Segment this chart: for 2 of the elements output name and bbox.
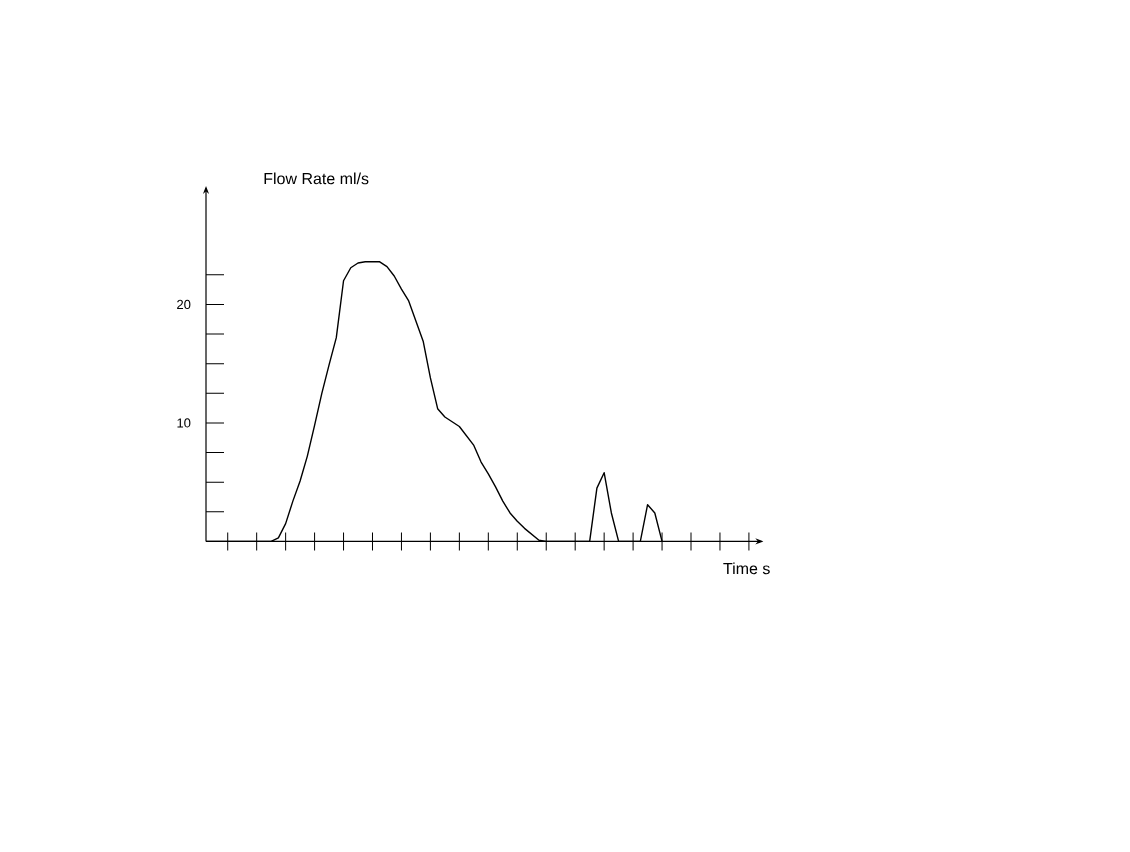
y-axis-title: Flow Rate ml/s bbox=[264, 172, 369, 185]
x-axis-title: Time s bbox=[723, 562, 770, 575]
